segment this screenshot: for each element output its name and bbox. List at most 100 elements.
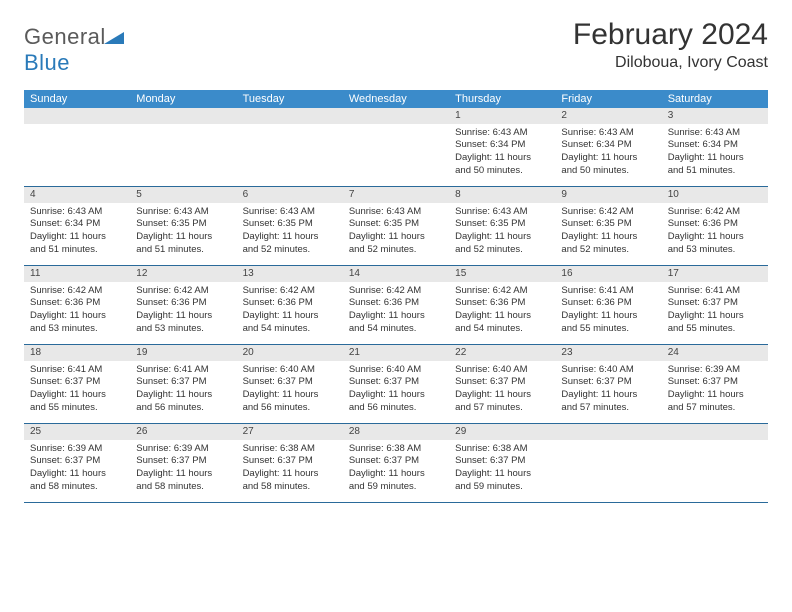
day-body: Sunrise: 6:42 AMSunset: 6:35 PMDaylight:… bbox=[555, 203, 661, 263]
day-daylight2: and 59 minutes. bbox=[455, 481, 549, 494]
day-sunset: Sunset: 6:37 PM bbox=[30, 376, 124, 389]
day-sunset: Sunset: 6:35 PM bbox=[561, 218, 655, 231]
day-number: 15 bbox=[449, 266, 555, 282]
day-body: Sunrise: 6:41 AMSunset: 6:37 PMDaylight:… bbox=[24, 361, 130, 421]
week-row: 1Sunrise: 6:43 AMSunset: 6:34 PMDaylight… bbox=[24, 108, 768, 187]
day-sunset: Sunset: 6:37 PM bbox=[136, 455, 230, 468]
day-number: 16 bbox=[555, 266, 661, 282]
weekday-thursday: Thursday bbox=[449, 90, 555, 108]
day-body: Sunrise: 6:38 AMSunset: 6:37 PMDaylight:… bbox=[343, 440, 449, 500]
day-sunrise: Sunrise: 6:43 AM bbox=[561, 127, 655, 140]
day-body: Sunrise: 6:43 AMSunset: 6:34 PMDaylight:… bbox=[555, 124, 661, 184]
day-number: 19 bbox=[130, 345, 236, 361]
day-daylight1: Daylight: 11 hours bbox=[455, 389, 549, 402]
day-sunrise: Sunrise: 6:39 AM bbox=[136, 443, 230, 456]
day-daylight1: Daylight: 11 hours bbox=[349, 310, 443, 323]
day-daylight1: Daylight: 11 hours bbox=[30, 389, 124, 402]
day-sunrise: Sunrise: 6:40 AM bbox=[561, 364, 655, 377]
day-body: Sunrise: 6:40 AMSunset: 6:37 PMDaylight:… bbox=[555, 361, 661, 421]
day-body: Sunrise: 6:42 AMSunset: 6:36 PMDaylight:… bbox=[662, 203, 768, 263]
day-body: Sunrise: 6:40 AMSunset: 6:37 PMDaylight:… bbox=[343, 361, 449, 421]
day-daylight1: Daylight: 11 hours bbox=[668, 231, 762, 244]
day-body bbox=[662, 440, 768, 498]
day-body bbox=[343, 124, 449, 182]
day-daylight1: Daylight: 11 hours bbox=[561, 231, 655, 244]
day-daylight2: and 54 minutes. bbox=[243, 323, 337, 336]
day-daylight2: and 56 minutes. bbox=[349, 402, 443, 415]
day-sunset: Sunset: 6:36 PM bbox=[30, 297, 124, 310]
day-sunset: Sunset: 6:37 PM bbox=[243, 376, 337, 389]
day-sunrise: Sunrise: 6:43 AM bbox=[30, 206, 124, 219]
day-sunset: Sunset: 6:37 PM bbox=[455, 376, 549, 389]
day-daylight1: Daylight: 11 hours bbox=[668, 389, 762, 402]
weekday-saturday: Saturday bbox=[662, 90, 768, 108]
day-cell: 15Sunrise: 6:42 AMSunset: 6:36 PMDayligh… bbox=[449, 266, 555, 344]
day-number: 8 bbox=[449, 187, 555, 203]
page-header: General Blue February 2024 Diloboua, Ivo… bbox=[24, 18, 768, 76]
day-daylight1: Daylight: 11 hours bbox=[561, 389, 655, 402]
day-sunset: Sunset: 6:36 PM bbox=[561, 297, 655, 310]
day-cell: 26Sunrise: 6:39 AMSunset: 6:37 PMDayligh… bbox=[130, 424, 236, 502]
day-cell: 3Sunrise: 6:43 AMSunset: 6:34 PMDaylight… bbox=[662, 108, 768, 186]
day-sunrise: Sunrise: 6:43 AM bbox=[349, 206, 443, 219]
day-daylight2: and 53 minutes. bbox=[668, 244, 762, 257]
day-daylight1: Daylight: 11 hours bbox=[349, 468, 443, 481]
day-daylight2: and 58 minutes. bbox=[30, 481, 124, 494]
day-body: Sunrise: 6:39 AMSunset: 6:37 PMDaylight:… bbox=[24, 440, 130, 500]
day-body: Sunrise: 6:41 AMSunset: 6:37 PMDaylight:… bbox=[130, 361, 236, 421]
day-sunrise: Sunrise: 6:42 AM bbox=[561, 206, 655, 219]
day-cell: 22Sunrise: 6:40 AMSunset: 6:37 PMDayligh… bbox=[449, 345, 555, 423]
day-daylight1: Daylight: 11 hours bbox=[668, 152, 762, 165]
day-body: Sunrise: 6:43 AMSunset: 6:35 PMDaylight:… bbox=[449, 203, 555, 263]
day-cell: 25Sunrise: 6:39 AMSunset: 6:37 PMDayligh… bbox=[24, 424, 130, 502]
day-cell: 14Sunrise: 6:42 AMSunset: 6:36 PMDayligh… bbox=[343, 266, 449, 344]
day-sunset: Sunset: 6:35 PM bbox=[243, 218, 337, 231]
weekday-wednesday: Wednesday bbox=[343, 90, 449, 108]
day-sunrise: Sunrise: 6:38 AM bbox=[349, 443, 443, 456]
day-sunset: Sunset: 6:36 PM bbox=[455, 297, 549, 310]
day-daylight1: Daylight: 11 hours bbox=[243, 468, 337, 481]
day-daylight2: and 52 minutes. bbox=[349, 244, 443, 257]
day-cell: 4Sunrise: 6:43 AMSunset: 6:34 PMDaylight… bbox=[24, 187, 130, 265]
day-body bbox=[237, 124, 343, 182]
day-number: 25 bbox=[24, 424, 130, 440]
day-cell: 24Sunrise: 6:39 AMSunset: 6:37 PMDayligh… bbox=[662, 345, 768, 423]
day-cell: 16Sunrise: 6:41 AMSunset: 6:36 PMDayligh… bbox=[555, 266, 661, 344]
day-cell: 8Sunrise: 6:43 AMSunset: 6:35 PMDaylight… bbox=[449, 187, 555, 265]
day-daylight1: Daylight: 11 hours bbox=[30, 468, 124, 481]
day-cell: 21Sunrise: 6:40 AMSunset: 6:37 PMDayligh… bbox=[343, 345, 449, 423]
day-body: Sunrise: 6:43 AMSunset: 6:35 PMDaylight:… bbox=[343, 203, 449, 263]
day-sunset: Sunset: 6:37 PM bbox=[136, 376, 230, 389]
weekday-monday: Monday bbox=[130, 90, 236, 108]
day-body bbox=[24, 124, 130, 182]
day-body: Sunrise: 6:41 AMSunset: 6:36 PMDaylight:… bbox=[555, 282, 661, 342]
day-body: Sunrise: 6:41 AMSunset: 6:37 PMDaylight:… bbox=[662, 282, 768, 342]
day-daylight2: and 53 minutes. bbox=[136, 323, 230, 336]
day-daylight1: Daylight: 11 hours bbox=[455, 231, 549, 244]
day-cell: 17Sunrise: 6:41 AMSunset: 6:37 PMDayligh… bbox=[662, 266, 768, 344]
day-body: Sunrise: 6:38 AMSunset: 6:37 PMDaylight:… bbox=[449, 440, 555, 500]
day-sunrise: Sunrise: 6:43 AM bbox=[136, 206, 230, 219]
day-body: Sunrise: 6:43 AMSunset: 6:34 PMDaylight:… bbox=[662, 124, 768, 184]
day-body: Sunrise: 6:43 AMSunset: 6:35 PMDaylight:… bbox=[130, 203, 236, 263]
day-daylight2: and 58 minutes. bbox=[243, 481, 337, 494]
day-daylight2: and 54 minutes. bbox=[455, 323, 549, 336]
day-daylight2: and 56 minutes. bbox=[136, 402, 230, 415]
day-number: 12 bbox=[130, 266, 236, 282]
logo-blue: Blue bbox=[24, 50, 70, 75]
day-body: Sunrise: 6:40 AMSunset: 6:37 PMDaylight:… bbox=[237, 361, 343, 421]
day-body: Sunrise: 6:43 AMSunset: 6:34 PMDaylight:… bbox=[24, 203, 130, 263]
day-number: 28 bbox=[343, 424, 449, 440]
day-cell: 29Sunrise: 6:38 AMSunset: 6:37 PMDayligh… bbox=[449, 424, 555, 502]
day-number: 6 bbox=[237, 187, 343, 203]
day-daylight2: and 54 minutes. bbox=[349, 323, 443, 336]
day-body bbox=[130, 124, 236, 182]
day-sunset: Sunset: 6:37 PM bbox=[668, 297, 762, 310]
day-cell bbox=[130, 108, 236, 186]
day-number: 9 bbox=[555, 187, 661, 203]
day-sunrise: Sunrise: 6:42 AM bbox=[455, 285, 549, 298]
day-daylight2: and 50 minutes. bbox=[561, 165, 655, 178]
day-body: Sunrise: 6:42 AMSunset: 6:36 PMDaylight:… bbox=[237, 282, 343, 342]
day-number bbox=[130, 108, 236, 124]
day-number: 20 bbox=[237, 345, 343, 361]
